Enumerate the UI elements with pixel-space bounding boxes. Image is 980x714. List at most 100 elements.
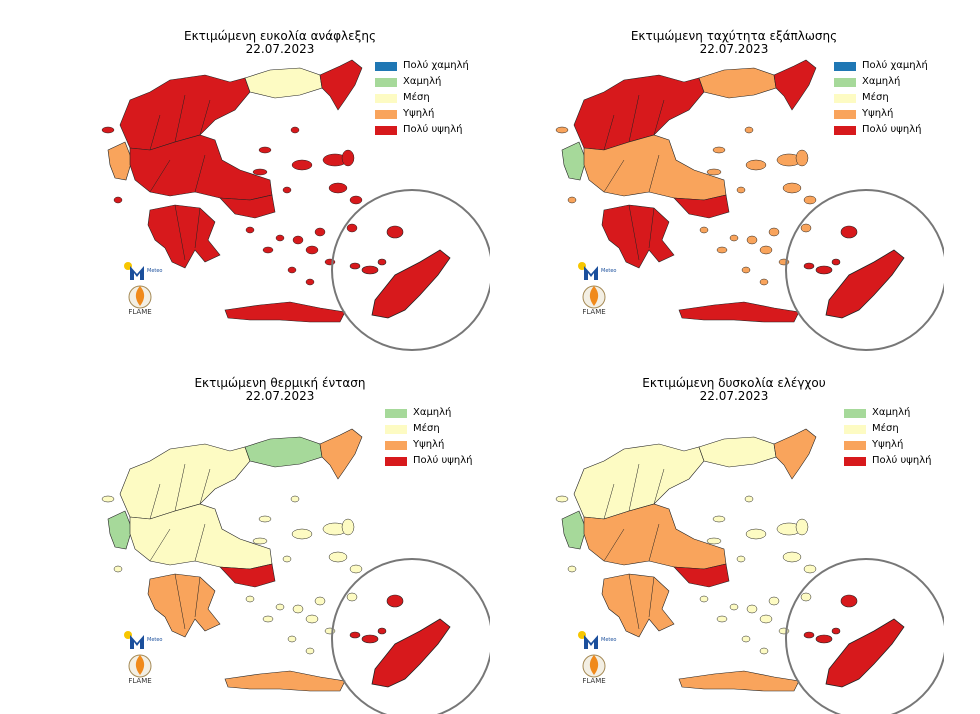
island <box>782 551 802 563</box>
island <box>314 227 326 237</box>
meteo-m-icon <box>584 266 598 280</box>
prefecture-border <box>628 463 640 512</box>
prefecture-border <box>174 204 186 261</box>
legend-item: Πολύ υψηλή <box>834 122 928 138</box>
region-thrace <box>773 59 817 111</box>
island <box>361 265 379 275</box>
island <box>377 627 387 635</box>
region-rhodes <box>825 618 905 688</box>
island <box>341 149 355 167</box>
region-northeast <box>244 436 323 468</box>
prefecture-border <box>603 483 615 520</box>
legend-label: Πολύ χαμηλή <box>403 60 469 71</box>
legend-label: Υψηλή <box>872 439 904 450</box>
prefecture-border <box>628 94 640 143</box>
flame-logo: FLAME <box>582 654 606 685</box>
map-canvas: Meteo FLAME <box>555 59 944 351</box>
island <box>567 196 577 204</box>
island <box>699 226 709 234</box>
island <box>346 223 358 233</box>
legend-label: Μέση <box>403 92 430 103</box>
prefecture-border <box>149 159 171 193</box>
region-west <box>561 510 587 550</box>
island <box>386 225 404 239</box>
island <box>113 565 123 573</box>
island <box>744 126 754 134</box>
meteo-m-icon <box>130 635 144 649</box>
flame-icon <box>589 655 599 675</box>
island <box>759 245 773 255</box>
flame-logo: FLAME <box>128 654 152 685</box>
meteo-m-icon <box>130 266 144 280</box>
legend-swatch <box>844 440 866 450</box>
legend: Χαμηλή Μέση Υψηλή Πολύ υψηλή <box>385 405 473 469</box>
legend-swatch <box>844 408 866 418</box>
island <box>349 564 363 574</box>
prefecture-border <box>653 468 665 505</box>
region-rhodes <box>825 249 905 319</box>
legend-label: Μέση <box>872 423 899 434</box>
legend-label: Μέση <box>413 423 440 434</box>
island <box>262 615 274 623</box>
prefecture-border <box>628 204 640 261</box>
region-north <box>573 74 705 151</box>
legend-item: Υψηλή <box>834 106 928 122</box>
island <box>768 227 780 237</box>
map-canvas: Meteo FLAME <box>555 428 944 714</box>
flame-text: FLAME <box>582 308 605 316</box>
island <box>831 258 841 266</box>
region-west <box>561 141 587 181</box>
map-panel-ignition: Meteo FLAME Εκτιμώμενη ευκολία ανάφλεξης 2… <box>0 0 490 357</box>
legend-item: Πολύ υψηλή <box>385 453 473 469</box>
legend-swatch <box>375 77 397 87</box>
island <box>746 235 758 245</box>
island <box>795 518 809 536</box>
island <box>245 595 255 603</box>
legend-swatch <box>375 109 397 119</box>
island <box>262 246 274 254</box>
island <box>746 604 758 614</box>
island <box>803 262 815 270</box>
map-canvas: Meteo FLAME <box>101 59 490 351</box>
region-peloponnese <box>147 573 221 638</box>
legend-item: Χαμηλή <box>375 74 469 90</box>
panel-title: Εκτιμώμενη δυσκολία ελέγχου 22.07.2023 <box>642 376 826 403</box>
prefecture-border <box>194 523 206 562</box>
island <box>759 647 769 655</box>
island <box>782 182 802 194</box>
island <box>745 528 767 540</box>
island <box>386 594 404 608</box>
island <box>282 186 292 194</box>
prefecture-border <box>628 573 640 630</box>
legend-label: Χαμηλή <box>413 407 452 418</box>
island <box>349 631 361 639</box>
legend-swatch <box>834 61 856 71</box>
legend-item: Μέση <box>834 90 928 106</box>
island <box>768 596 780 606</box>
legend-swatch <box>844 424 866 434</box>
prefecture-border <box>149 483 161 520</box>
legend-swatch <box>834 77 856 87</box>
prefecture-border <box>194 154 206 193</box>
island <box>795 149 809 167</box>
prefecture-border <box>174 463 186 512</box>
legend-item: Μέση <box>844 421 932 437</box>
legend-label: Υψηλή <box>862 108 894 119</box>
prefecture-border <box>199 99 211 136</box>
region-peloponnese <box>147 204 221 269</box>
panel-title: Εκτιμώμενη ευκολία ανάφλεξης 22.07.2023 <box>184 29 376 56</box>
prefecture-border <box>648 207 655 249</box>
island <box>706 537 722 545</box>
region-rhodes <box>371 618 451 688</box>
legend-label: Υψηλή <box>403 108 435 119</box>
legend-label: Χαμηλή <box>403 76 442 87</box>
island <box>744 495 754 503</box>
island <box>252 168 268 176</box>
island <box>292 235 304 245</box>
prefecture-border <box>149 528 171 562</box>
legend-swatch <box>385 456 407 466</box>
legend-swatch <box>375 125 397 135</box>
legend-label: Πολύ χαμηλή <box>862 60 928 71</box>
prefecture-border <box>174 94 186 143</box>
meteo-text: Meteo <box>147 268 163 274</box>
